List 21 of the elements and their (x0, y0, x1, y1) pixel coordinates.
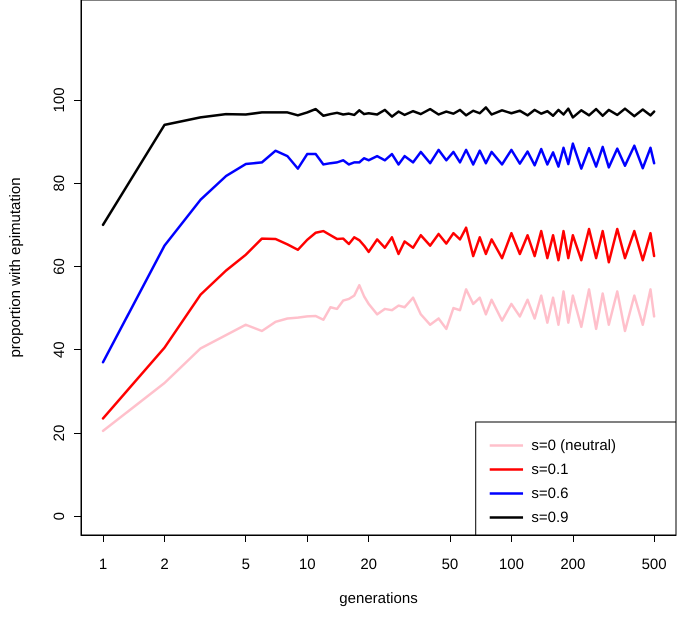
x-tick-label: 100 (498, 556, 524, 573)
x-tick-label: 50 (442, 556, 458, 573)
x-tick-label: 20 (360, 556, 378, 573)
y-axis-title: proportion with epimutation (7, 177, 24, 358)
x-tick-label: 10 (298, 556, 316, 573)
x-tick-label: 200 (560, 556, 586, 573)
x-tick-label: 2 (160, 556, 169, 573)
legend-label: s=0.9 (531, 509, 568, 526)
x-tick-label: 500 (642, 556, 667, 573)
x-tick-label: 5 (242, 556, 250, 573)
legend-label: s=0.6 (531, 485, 568, 502)
y-tick-label: 60 (51, 258, 68, 275)
legend-label: s=0 (neutral) (531, 437, 616, 454)
y-tick-label: 100 (51, 87, 68, 112)
y-tick-label: 20 (51, 424, 68, 442)
y-tick-label: 0 (51, 512, 68, 520)
x-axis-title: generations (339, 590, 418, 607)
y-tick-label: 80 (51, 174, 68, 192)
legend-label: s=0.1 (531, 461, 568, 478)
x-tick-label: 1 (98, 556, 108, 573)
y-tick-label: 40 (51, 341, 68, 358)
